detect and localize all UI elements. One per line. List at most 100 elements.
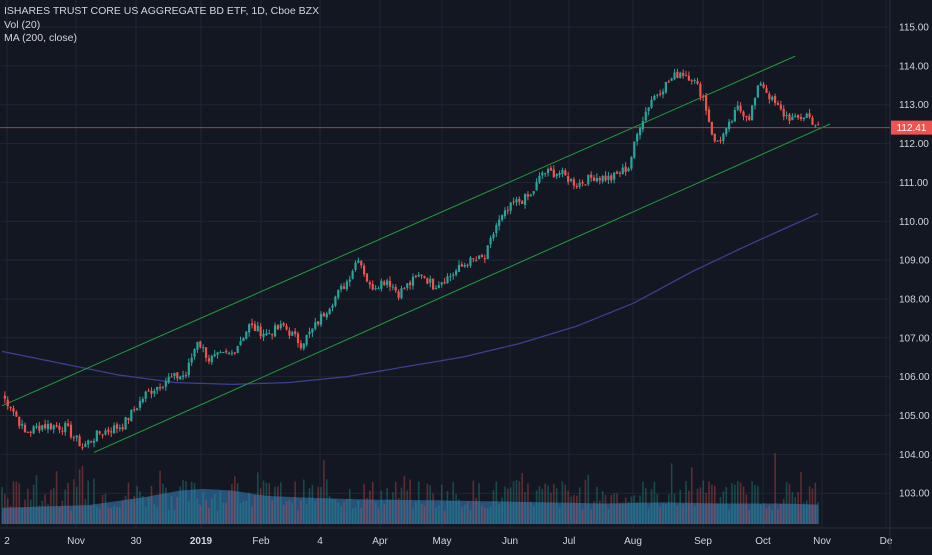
candle-body xyxy=(322,313,325,317)
volume-bar xyxy=(673,493,676,524)
candle-body xyxy=(748,116,751,120)
candle-body xyxy=(776,103,780,105)
volume-bar xyxy=(144,507,147,524)
candle-body xyxy=(489,237,492,245)
volume-bar xyxy=(27,488,29,524)
volume-bar xyxy=(239,502,242,524)
volume-bar xyxy=(693,506,696,524)
volume-bar xyxy=(791,491,794,524)
volume-bar xyxy=(35,474,38,524)
volume-bar xyxy=(616,493,618,524)
volume-bar xyxy=(96,506,98,524)
candle-body xyxy=(805,113,808,118)
volume-bar xyxy=(527,483,529,524)
volume-bar xyxy=(653,481,656,524)
candle-body xyxy=(753,98,757,106)
y-tick-label: 106.00 xyxy=(899,372,930,383)
volume-bar xyxy=(29,499,32,524)
volume-bar xyxy=(656,494,659,524)
candle-body xyxy=(124,417,127,430)
volume-bar xyxy=(271,500,273,524)
volume-bar xyxy=(573,495,575,524)
volume-bar xyxy=(81,465,84,524)
candle-body xyxy=(656,94,659,96)
y-tick-label: 112.00 xyxy=(899,139,929,150)
volume-bar xyxy=(320,486,322,524)
volume-bar xyxy=(389,499,391,524)
volume-bar xyxy=(248,492,250,524)
volume-bar xyxy=(644,488,647,524)
candle-body xyxy=(397,291,400,298)
volume-bar xyxy=(337,502,340,524)
volume-bar xyxy=(245,500,248,524)
volume-bar xyxy=(423,506,426,524)
candle-body xyxy=(742,111,745,117)
volume-bar xyxy=(409,479,411,524)
candle-body xyxy=(176,372,179,379)
volume-bar xyxy=(590,509,592,524)
candle-body xyxy=(650,99,653,108)
candle-body xyxy=(357,260,360,263)
candle-body xyxy=(184,375,188,377)
last-price-badge xyxy=(891,120,932,135)
candle-body xyxy=(368,282,371,285)
candle-body xyxy=(664,81,667,93)
candle-body xyxy=(808,113,811,118)
candle-body xyxy=(558,173,561,176)
volume-bar xyxy=(351,508,354,524)
candle-body xyxy=(759,83,762,86)
volume-bar xyxy=(205,499,207,524)
volume-bar xyxy=(251,506,253,524)
candle-body xyxy=(673,72,676,80)
volume-bar xyxy=(371,481,374,524)
channel-upper-line xyxy=(1,55,796,407)
candle-body xyxy=(624,166,627,172)
candle-body xyxy=(434,287,438,290)
candle-body xyxy=(512,201,515,203)
candle-body xyxy=(636,134,639,142)
candle-body xyxy=(383,281,386,285)
candle-body xyxy=(204,347,208,358)
candle-body xyxy=(236,345,239,353)
volume-bar xyxy=(107,507,110,524)
candle-body xyxy=(18,416,21,427)
volume-bar xyxy=(282,504,285,524)
candle-body xyxy=(739,105,742,112)
candle-body xyxy=(687,75,690,81)
candle-body xyxy=(101,434,104,436)
volume-bar xyxy=(449,500,452,524)
volume-bar xyxy=(762,503,765,524)
candle-body xyxy=(371,284,374,290)
volume-bar xyxy=(814,482,817,524)
volume-bar xyxy=(346,499,348,524)
volume-bar xyxy=(676,505,679,524)
volume-bar xyxy=(501,497,503,524)
candle-body xyxy=(49,423,52,430)
candle-body xyxy=(150,390,153,394)
volume-bar xyxy=(139,491,141,524)
volume-bar xyxy=(538,486,541,524)
y-tick-label: 105.00 xyxy=(899,411,930,422)
candle-body xyxy=(23,424,27,433)
candle-body xyxy=(756,85,759,98)
candle-body xyxy=(380,280,383,289)
volume-bar xyxy=(478,482,480,524)
x-tick-label: Feb xyxy=(252,536,270,547)
volume-bar xyxy=(748,510,751,524)
volume-bar xyxy=(771,510,774,524)
volume-bar xyxy=(754,485,756,524)
candle-body xyxy=(340,285,343,290)
candle-body xyxy=(503,210,507,217)
volume-bar xyxy=(659,507,661,524)
x-tick-label: Jul xyxy=(563,536,576,547)
candle-body xyxy=(584,184,587,186)
candle-body xyxy=(262,333,265,338)
candle-body xyxy=(271,334,274,336)
candle-body xyxy=(506,210,509,212)
candle-body xyxy=(667,81,670,83)
legend-title: ISHARES TRUST CORE US AGGREGATE BD ETF, … xyxy=(4,5,320,17)
chart-legend: ISHARES TRUST CORE US AGGREGATE BD ETF, … xyxy=(4,5,319,46)
candle-body xyxy=(782,108,785,117)
